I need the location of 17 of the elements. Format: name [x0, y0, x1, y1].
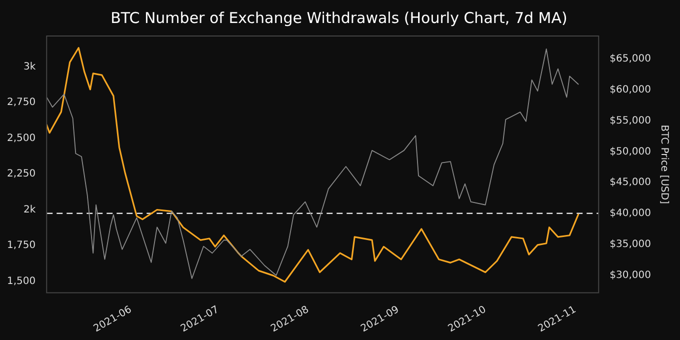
y-tick-label: 1,500 [6, 276, 36, 287]
y2-axis-title: BTC Price [USD] [658, 124, 670, 204]
y2-tick-label: $35,000 [610, 239, 652, 250]
y2-tick-label: $50,000 [610, 146, 652, 158]
y2-tick-label: $60,000 [610, 84, 652, 96]
y-tick-label: 2k [23, 204, 36, 216]
y-tick-label: 1,750 [6, 240, 36, 252]
y2-tick-label: $40,000 [610, 208, 652, 220]
y-tick-label: 3k [23, 61, 36, 72]
y-tick-label: 2,500 [6, 132, 36, 144]
chart-title: BTC Number of Exchange Withdrawals (Hourly Chart, 7d MA) [110, 8, 568, 27]
y-tick-label: 2,250 [6, 168, 36, 180]
y2-tick-label: $45,000 [610, 177, 652, 188]
y2-tick-label: $30,000 [610, 270, 652, 281]
y2-tick-label: $55,000 [610, 115, 652, 126]
y2-tick-label: $65,000 [610, 53, 652, 64]
y-tick-label: 2,750 [6, 97, 36, 108]
